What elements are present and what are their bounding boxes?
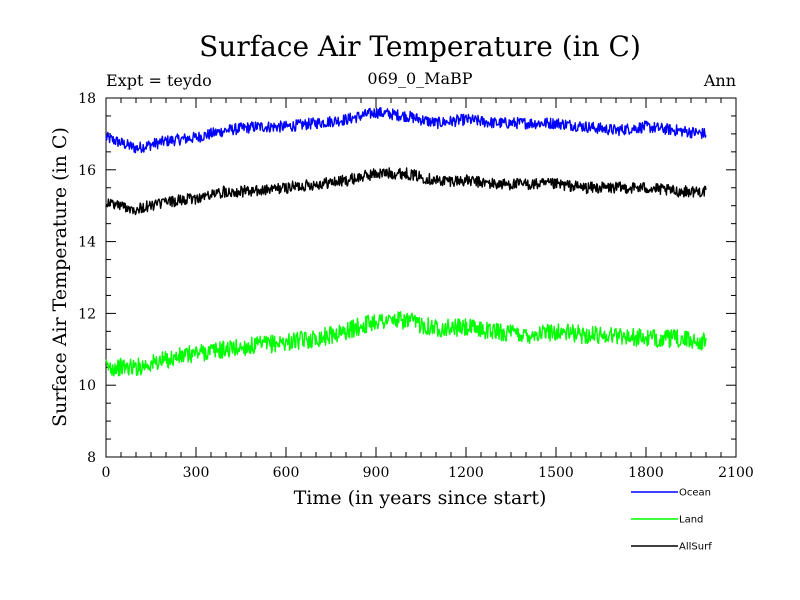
- expt-label: Expt = teydo: [106, 71, 212, 90]
- minor-ticks: [106, 98, 736, 457]
- chart-title: Surface Air Temperature (in C): [199, 30, 641, 63]
- x-tick-label: 2100: [718, 465, 754, 481]
- plot-frame: [105, 97, 737, 458]
- series-line-allsurf: [105, 167, 707, 216]
- y-tick-label: 14: [78, 235, 96, 251]
- y-tick-label: 18: [78, 91, 96, 107]
- x-tick-label: 600: [273, 465, 300, 481]
- x-tick-label: 1800: [628, 465, 664, 481]
- x-tick-label: 1500: [538, 465, 574, 481]
- y-tick-label: 10: [78, 378, 96, 394]
- x-tick-label: 300: [183, 465, 210, 481]
- case-label: 069_0_MaBP: [367, 69, 472, 88]
- plot-area: 0 300 600 900 1200 1500 1800 2100 8 10 12 14 16 18: [78, 91, 754, 481]
- x-tick-label: 1200: [448, 465, 484, 481]
- y-axis-label: Surface Air Temperature (in C): [49, 127, 71, 427]
- x-tick-labels: 0 300 600 900 1200 1500 1800 2100: [102, 465, 754, 481]
- y-tick-labels: 8 10 12 14 16 18: [78, 91, 96, 466]
- legend: Ocean Land AllSurf: [631, 488, 712, 553]
- season-label: Ann: [703, 71, 736, 90]
- legend-label-ocean: Ocean: [679, 488, 711, 499]
- series-line-ocean: [105, 107, 707, 154]
- x-axis-label: Time (in years since start): [294, 487, 547, 509]
- x-tick-label: 900: [363, 465, 390, 481]
- legend-label-land: Land: [679, 515, 703, 526]
- y-tick-label: 16: [78, 163, 96, 179]
- y-tick-label: 8: [87, 450, 96, 466]
- x-tick-label: 0: [102, 465, 111, 481]
- y-tick-label: 12: [78, 306, 96, 322]
- major-ticks: [105, 97, 737, 458]
- legend-label-allsurf: AllSurf: [679, 542, 712, 553]
- series-line-land: [105, 311, 707, 377]
- series-lines: [105, 107, 707, 377]
